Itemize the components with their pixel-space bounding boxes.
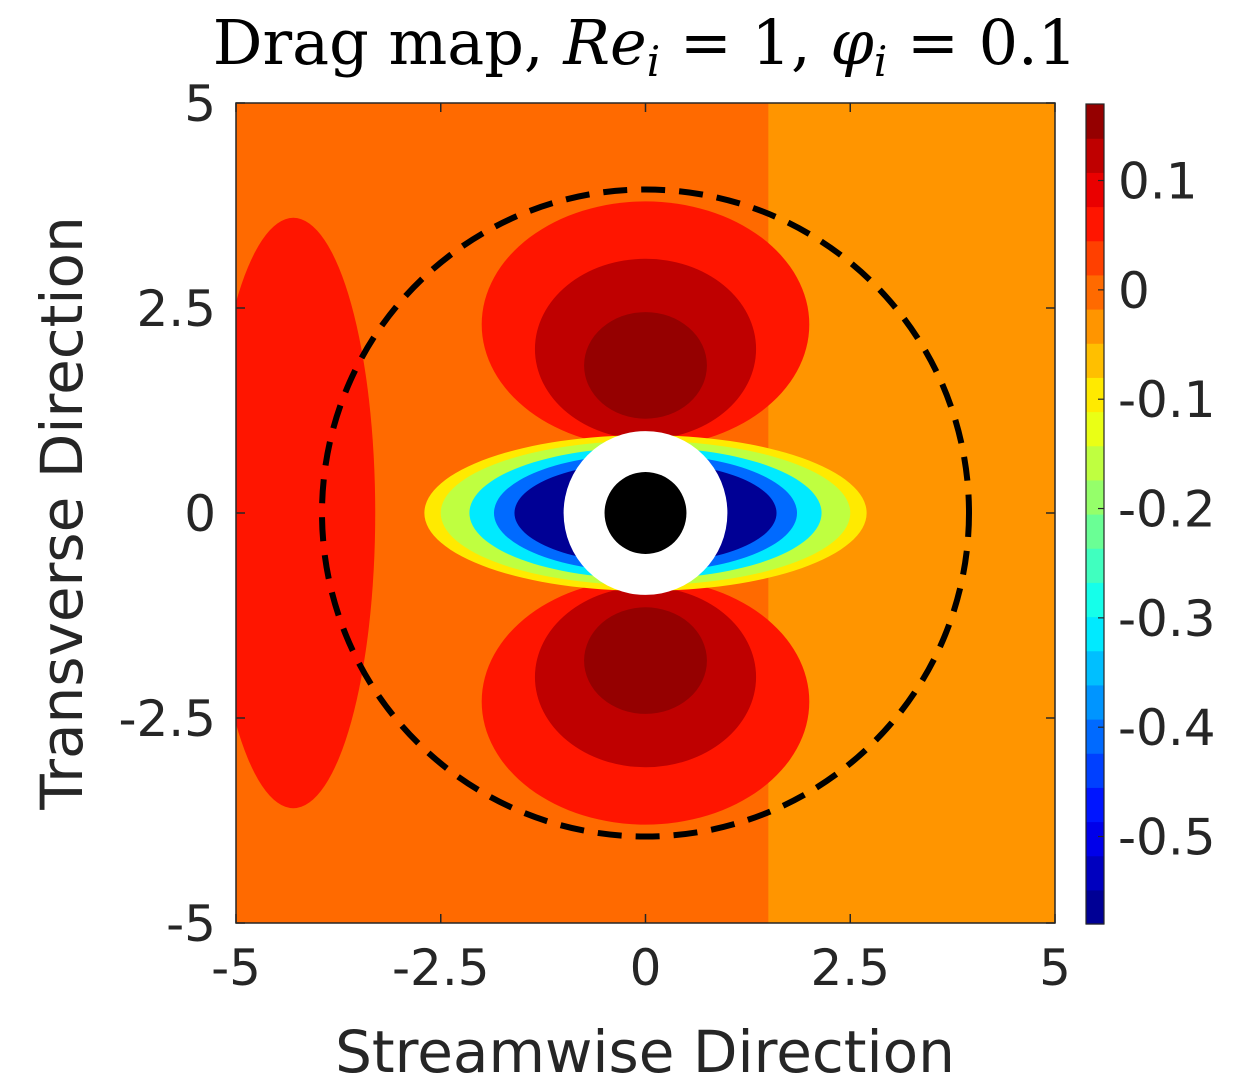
contour-lower-lobe-core — [584, 607, 707, 714]
contour-left-wake-band — [236, 217, 376, 809]
colorbar-segment — [1086, 343, 1104, 378]
colorbar-segment — [1086, 855, 1104, 891]
x-tick-label: -2.5 — [392, 939, 490, 997]
chart-title: Drag map, Rei = 1, φi = 0.1 — [213, 6, 1077, 86]
y-tick-label: 0 — [184, 485, 216, 543]
colorbar-segment — [1086, 411, 1104, 447]
contour-upper-lobe-core — [584, 312, 707, 419]
colorbar-segment — [1086, 582, 1104, 618]
title-phi-sub: i — [874, 37, 887, 86]
colorbar-segment — [1086, 684, 1104, 720]
colorbar-segment — [1086, 821, 1104, 857]
colorbar-tick-label: 0.1 — [1118, 153, 1198, 211]
colorbar-tick-label: -0.2 — [1118, 481, 1216, 539]
y-tick-label: 5 — [184, 75, 216, 133]
x-tick-label: 2.5 — [810, 939, 890, 997]
particle — [604, 472, 687, 554]
colorbar-segment — [1086, 377, 1104, 413]
x-tick-label: 5 — [1039, 939, 1071, 997]
title-re-symbol: Re — [562, 6, 646, 79]
x-tick-label: 0 — [630, 939, 662, 997]
colorbar-frame — [1085, 103, 1105, 925]
colorbar-tick-label: 0 — [1118, 262, 1150, 320]
colorbar — [1085, 103, 1105, 925]
dashed-boundary-circle — [318, 186, 973, 840]
y-tick-label: -5 — [166, 895, 216, 953]
colorbar-segment — [1086, 787, 1104, 823]
colorbar-segment — [1086, 889, 1104, 925]
colorbar-segment — [1086, 479, 1104, 515]
title-re-sub: i — [647, 37, 660, 86]
colorbar-segment — [1086, 104, 1104, 139]
x-axis: -5 -2.5 0 2.5 5 — [211, 103, 1071, 997]
colorbar-segment — [1086, 719, 1104, 754]
title-prefix: Drag map, — [213, 6, 564, 79]
colorbar-tick-label: -0.4 — [1118, 699, 1216, 757]
colorbar-tick-label: -0.5 — [1118, 809, 1216, 867]
colorbar-segment — [1086, 274, 1104, 310]
colorbar-ticks: 0.1 0 -0.1 -0.2 -0.3 -0.4 -0.5 — [1098, 153, 1216, 867]
colorbar-segment — [1086, 206, 1104, 242]
x-tick-label: -5 — [211, 939, 261, 997]
colorbar-tick-label: -0.1 — [1118, 371, 1216, 429]
colorbar-segment — [1086, 616, 1104, 652]
y-tick-label: -2.5 — [118, 690, 216, 748]
colorbar-segment — [1086, 138, 1104, 173]
colorbar-tick-label: -0.3 — [1118, 590, 1216, 648]
annotation-layer — [318, 186, 973, 840]
colorbar-segment — [1086, 548, 1104, 583]
colorbar-segment — [1086, 240, 1104, 276]
colorbar-segment — [1086, 514, 1104, 549]
colorbar-segment — [1086, 445, 1104, 481]
title-phi-symbol: φ — [830, 6, 874, 79]
y-tick-label: 2.5 — [136, 280, 216, 338]
title-re-value: = 1, — [660, 6, 830, 79]
y-axis: -5 -2.5 0 2.5 5 — [118, 75, 1055, 953]
colorbar-segment — [1086, 172, 1104, 208]
colorbar-segment — [1086, 309, 1104, 344]
y-axis-title: Transverse Direction — [28, 216, 96, 810]
title-phi-value: = 0.1 — [887, 6, 1077, 79]
colorbar-segment — [1086, 753, 1104, 788]
colorbar-segment — [1086, 650, 1104, 686]
x-axis-title: Streamwise Direction — [335, 1018, 955, 1083]
